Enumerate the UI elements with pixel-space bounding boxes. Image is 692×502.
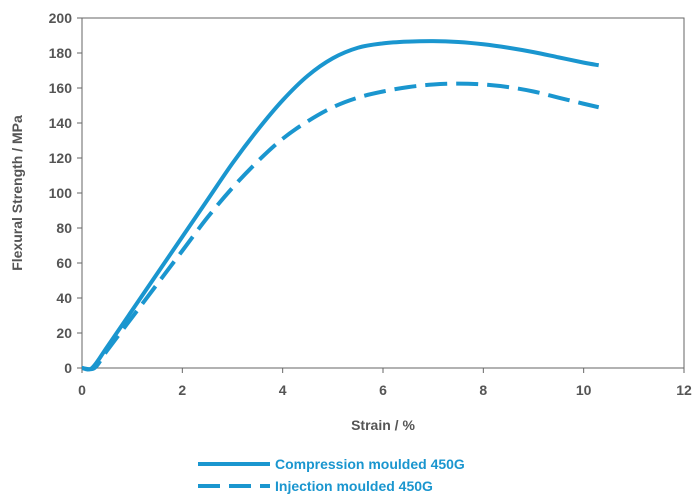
y-tick-label: 180: [49, 45, 73, 61]
legend-label-1: Injection moulded 450G: [275, 478, 433, 494]
x-tick-label: 12: [676, 382, 692, 398]
x-tick-label: 4: [279, 382, 287, 398]
x-tick-label: 2: [178, 382, 186, 398]
y-tick-label: 60: [56, 255, 72, 271]
series-line-compression-moulded: [81, 39, 600, 372]
legend: Compression moulded 450G Injection moulde…: [198, 456, 465, 494]
x-axis-ticks: 0 2 4 6 8 10 12: [78, 368, 692, 398]
y-tick-label: 140: [49, 115, 73, 131]
y-tick-label: 0: [64, 360, 72, 376]
x-tick-label: 8: [479, 382, 487, 398]
x-axis-title: Strain / %: [351, 417, 415, 433]
legend-label-0: Compression moulded 450G: [275, 456, 465, 472]
y-tick-label: 160: [49, 80, 73, 96]
plot-frame: [81, 17, 685, 369]
y-tick-label: 120: [49, 150, 73, 166]
y-axis-title: Flexural Strength / MPa: [9, 115, 25, 271]
y-tick-label: 200: [49, 10, 73, 26]
y-tick-label: 20: [56, 325, 72, 341]
y-axis-ticks: 0 20 40 60 80 100 120 140 160 180 200: [49, 10, 82, 376]
series-line-injection-moulded: [81, 81, 600, 372]
y-tick-label: 100: [49, 185, 73, 201]
plot-border: [81, 17, 685, 369]
series-lines: [81, 39, 600, 372]
y-tick-label: 40: [56, 290, 72, 306]
y-tick-label: 80: [56, 220, 72, 236]
x-tick-label: 10: [576, 382, 592, 398]
x-tick-label: 0: [78, 382, 86, 398]
x-tick-label: 6: [379, 382, 387, 398]
